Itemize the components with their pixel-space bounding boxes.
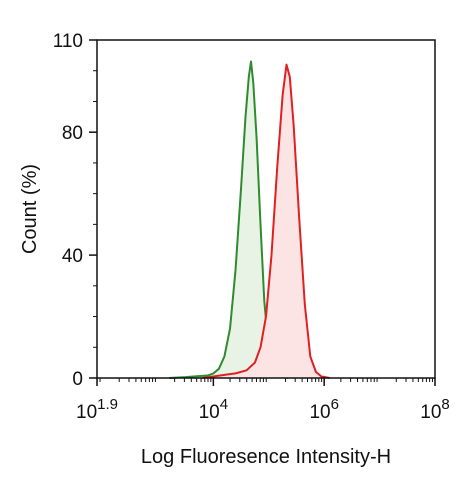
y-tick-label: 80 [62,123,83,144]
x-axis-title: Log Fluoresence Intensity-H [141,446,391,468]
x-tick-label: 106 [309,396,338,423]
x-tick-label: 108 [420,396,449,423]
y-tick-label: 110 [53,31,83,52]
series-layer [168,60,330,379]
y-axis-title: Count (%) [19,164,41,254]
y-tick-label: 0 [72,369,83,390]
y-axis: 0 40 80 110 [53,31,97,390]
x-tick-label: 104 [199,396,228,423]
series-1-line [202,63,330,379]
series-1-area [202,64,330,378]
series-0-area [169,61,289,378]
x-tick-label: 101.9 [76,396,118,423]
y-tick-label: 40 [62,246,83,267]
x-axis: 101.9 104 106 108 [76,378,450,423]
